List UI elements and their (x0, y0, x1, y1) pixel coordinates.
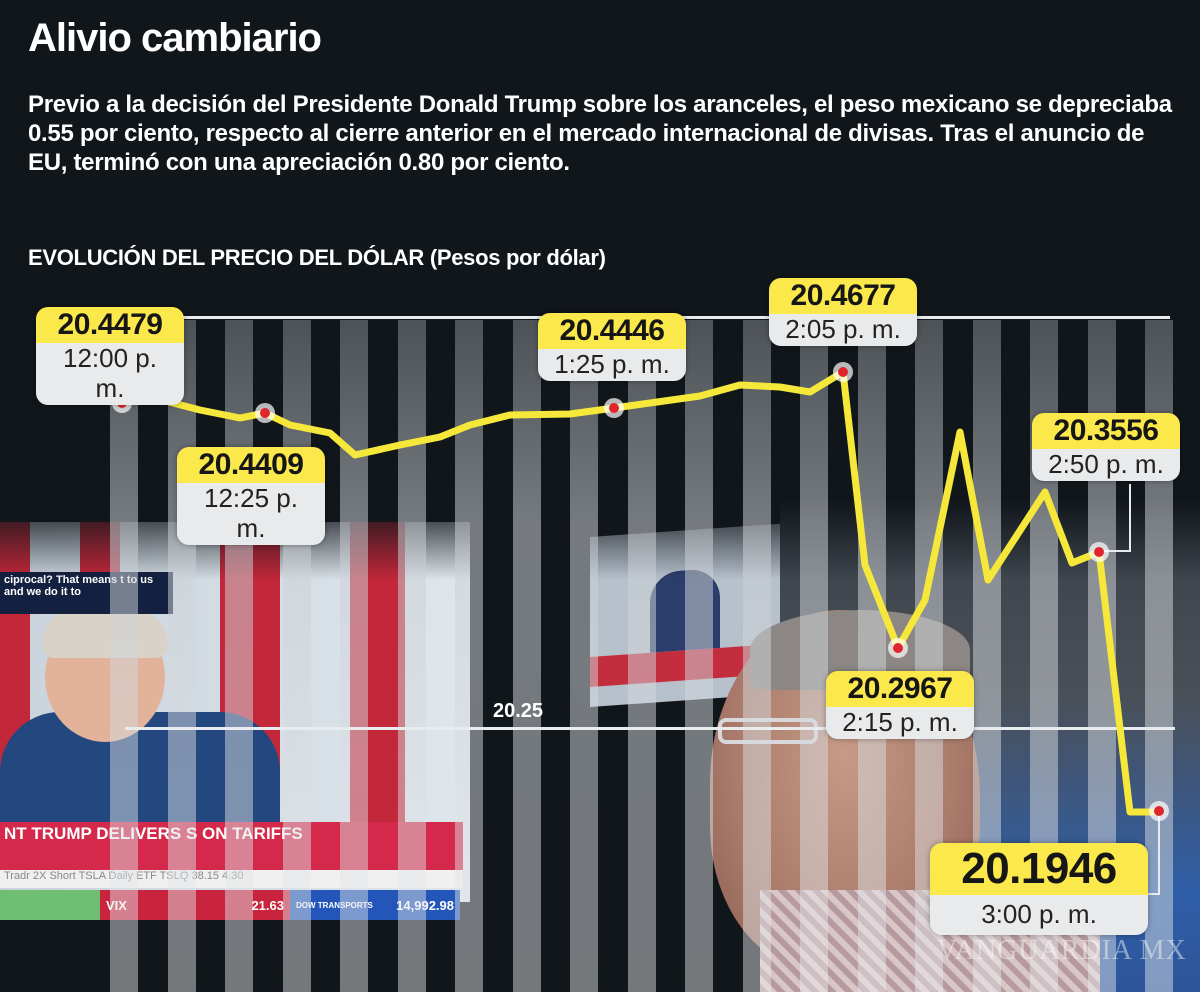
callout-2-15: 20.2967 2:15 p. m. (826, 671, 974, 739)
subtitle: Previo a la decisión del Presidente Dona… (28, 91, 1172, 176)
gridline-20-25 (125, 727, 1175, 730)
leader-line-3-00 (1158, 815, 1160, 895)
page-title: Alivio cambiario (28, 16, 322, 60)
callout-12-25: 20.4409 12:25 p. m. (177, 447, 325, 545)
chart-title: EVOLUCIÓN DEL PRECIO DEL DÓLAR (Pesos po… (28, 245, 606, 270)
callout-2-05: 20.4677 2:05 p. m. (769, 278, 917, 346)
callout-2-50: 20.3556 2:50 p. m. (1032, 413, 1180, 481)
watermark: VANGUARDIA MX (937, 935, 1187, 966)
callout-1-25: 20.4446 1:25 p. m. (538, 313, 686, 381)
gridline-label: 20.25 (493, 700, 544, 722)
leader-line-2-50 (1129, 484, 1131, 552)
data-markers (112, 362, 1169, 821)
callout-12-00: 20.4479 12:00 p. m. (36, 307, 184, 405)
callout-3-00: 20.1946 3:00 p. m. (930, 843, 1148, 935)
